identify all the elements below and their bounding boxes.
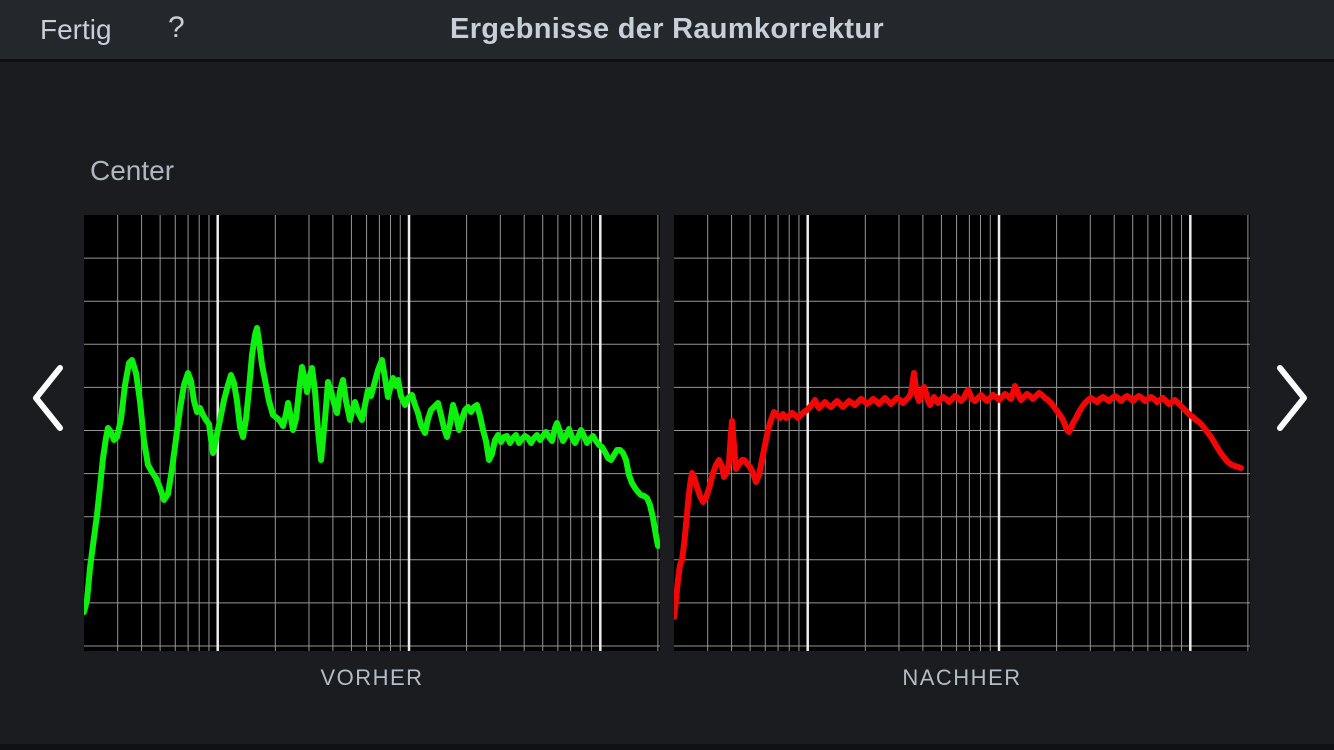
after-frequency-response-chart (674, 215, 1250, 651)
bottom-edge-strip (0, 744, 1334, 750)
navigation-bar: Fertig ? Ergebnisse der Raumkorrektur (0, 0, 1334, 62)
prev-channel-button[interactable] (22, 358, 78, 438)
before-frequency-response-chart (84, 215, 660, 651)
after-chart-panel: NACHHER (674, 215, 1250, 690)
channel-label: Center (90, 155, 175, 186)
page-title: Ergebnisse der Raumkorrektur (450, 13, 884, 45)
next-channel-button[interactable] (1262, 358, 1318, 438)
done-button[interactable]: Fertig (40, 14, 112, 45)
chevron-right-icon (1277, 365, 1307, 431)
before-caption: VORHER (320, 665, 424, 690)
help-button[interactable]: ? (168, 11, 185, 44)
before-chart-panel: VORHER (84, 215, 660, 690)
after-caption: NACHHER (902, 665, 1022, 690)
chevron-left-icon (33, 365, 63, 431)
